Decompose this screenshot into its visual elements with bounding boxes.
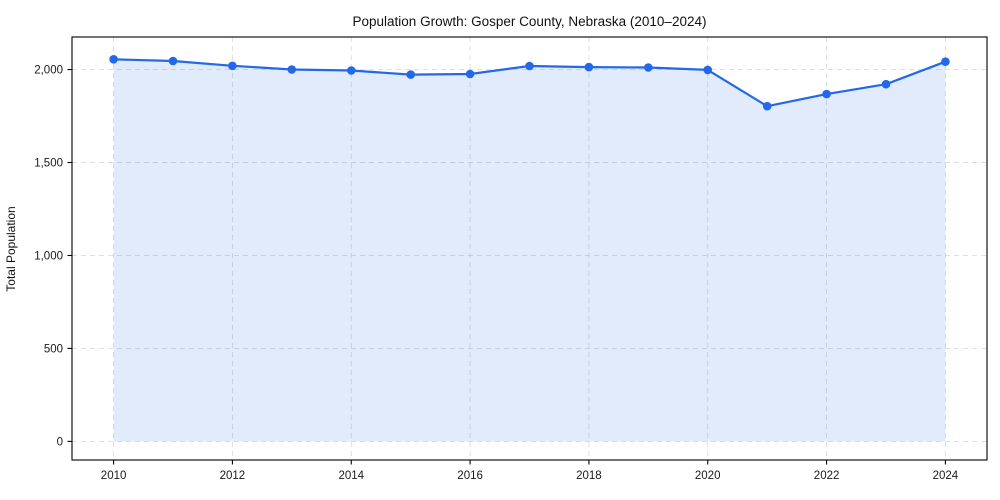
y-tick-label: 1,500 [34,158,63,170]
y-tick-label: 0 [57,436,63,448]
data-point [287,65,297,74]
data-point [347,66,356,75]
x-tick-label: 2024 [933,470,959,482]
x-tick-label: 2014 [339,470,365,482]
area-fill [113,59,946,442]
grid-lines [72,37,987,460]
tick-labels: 2010 2012 2014 2016 2018 2020 2022 2024 0 500 1,00… [34,65,959,482]
data-point [941,57,950,66]
x-tick-label: 2010 [101,470,127,482]
x-tick-label: 2012 [220,470,246,482]
plot-frame [71,36,988,461]
data-point [822,89,831,99]
data-points [109,55,950,111]
data-point [881,79,891,89]
data-point [703,65,712,75]
data-point [762,101,772,111]
x-tick-label: 2020 [695,470,721,482]
data-point [109,55,118,64]
x-tick-label: 2016 [457,470,483,482]
data-point [525,61,534,71]
data-point [644,63,653,72]
axis-spines [71,36,988,461]
y-tick-label: 2,000 [34,65,63,77]
x-tick-label: 2018 [576,470,602,482]
axis-ticks [67,68,946,465]
data-point [584,62,594,72]
data-point [406,70,416,79]
data-point [465,69,475,79]
y-tick-label: 1,000 [34,250,63,262]
chart-title: Population Growth: Gosper County, Nebras… [352,14,707,29]
area-under-line [113,59,946,442]
y-tick-label: 500 [44,343,63,355]
data-point [228,61,237,71]
x-tick-label: 2022 [814,470,840,482]
data-point [168,56,178,66]
